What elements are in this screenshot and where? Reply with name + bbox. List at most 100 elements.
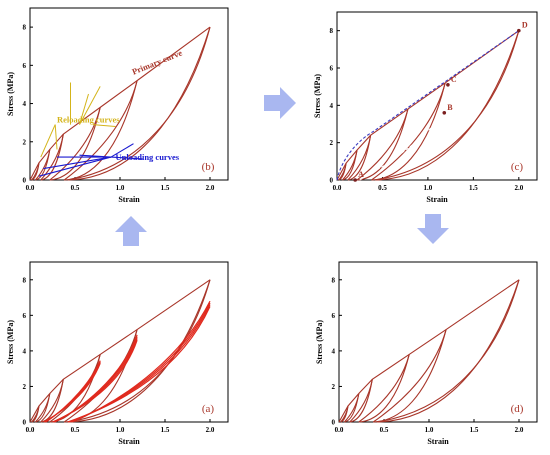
series-reloading-line [371, 82, 446, 181]
x-axis-label: Strain [118, 437, 140, 446]
series-reloading-line [358, 354, 410, 423]
unloading-arrow [79, 154, 112, 158]
series-reloading-line [34, 149, 51, 181]
x-tick-label: 0.0 [26, 426, 35, 434]
x-tick-label: 0.0 [333, 184, 342, 192]
annotation-primary-curve: Primary curve [131, 47, 184, 76]
y-axis-label: Stress (MPa) [6, 72, 15, 116]
series-unloading-line [358, 354, 410, 423]
y-tick-label: 6 [332, 312, 336, 320]
y-tick-label: 4 [330, 102, 334, 110]
y-tick-label: 6 [23, 312, 27, 320]
plot-frame [338, 261, 538, 423]
x-axis-label: Strain [426, 195, 448, 204]
panel-c: 0.0 0.5 1.0 1.5 2.0 0 2 4 6 8 Strain Stress (MPa) A B… [305, 0, 550, 210]
series-cycle-line [70, 302, 211, 423]
chart-a: 0.0 0.5 1.0 1.5 2.0 0 2 4 6 8 Strain Stress (MPa) (a… [6, 261, 229, 446]
y-tick-label: 8 [330, 27, 334, 35]
annotation-reloading-curves: Reloading curves [57, 115, 120, 125]
plot-frame [29, 7, 229, 181]
series-reloading-line [340, 405, 349, 423]
panel-label: (b) [202, 161, 215, 173]
x-tick-label: 1.5 [161, 184, 170, 192]
series-cycle-line [67, 306, 211, 423]
arrow-up-icon [115, 216, 147, 246]
reloading-arrow [54, 124, 58, 150]
y-tick-label: 2 [23, 383, 27, 391]
arrow-right-icon [264, 87, 296, 119]
chart-c: 0.0 0.5 1.0 1.5 2.0 0 2 4 6 8 Strain Stress (MPa) A B… [313, 11, 538, 204]
x-tick-label: 1.0 [116, 426, 125, 434]
y-tick-label: 4 [332, 347, 336, 355]
series-unloading-line [67, 279, 211, 423]
annotation-unloading-curves: Unloading curves [116, 152, 180, 162]
y-tick-label: 4 [23, 347, 27, 355]
y-tick-label: 0 [23, 177, 27, 185]
unloading-arrow [43, 156, 112, 170]
arrow-down-icon [417, 214, 449, 244]
series-reloading-line [347, 135, 372, 181]
x-tick-label: 0.5 [380, 426, 389, 434]
y-tick-label: 0 [330, 177, 334, 185]
series-reloading-line [31, 405, 40, 423]
series-primary-line [338, 279, 520, 423]
y-tick-label: 0 [23, 419, 27, 427]
y-tick-label: 8 [332, 276, 336, 284]
chart-b: 0.0 0.5 1.0 1.5 2.0 0 2 4 6 8 Strain Stress (MPa) Pr… [6, 7, 229, 204]
series-reloading-line [40, 134, 64, 181]
series-reloading-line [343, 393, 360, 423]
point-label: A [358, 170, 364, 179]
series-unloading-line [67, 279, 211, 423]
series-reloading-line [349, 379, 373, 423]
series-unloading-line [356, 108, 409, 181]
reloading-arrow [79, 93, 89, 125]
series-unloading-line [376, 279, 520, 423]
point-marker [446, 83, 450, 87]
x-tick-label: 0.0 [335, 426, 344, 434]
panel-label: (c) [511, 161, 524, 173]
point-label: B [447, 103, 453, 112]
y-tick-label: 2 [332, 383, 336, 391]
x-tick-label: 0.5 [71, 184, 80, 192]
y-tick-label: 0 [332, 419, 336, 427]
x-tick-label: 2.0 [206, 426, 215, 434]
series-unloading-line [49, 107, 101, 181]
reloading-arrow [40, 124, 56, 158]
series-unloading-line [375, 30, 520, 181]
x-axis-label: Strain [427, 437, 449, 446]
series-primary-line [336, 30, 520, 181]
reloading-arrow [92, 124, 116, 127]
series-cycle-line [71, 300, 211, 423]
plot-frame [336, 11, 538, 181]
series-unloading-line [375, 30, 520, 181]
panel-a: 0.0 0.5 1.0 1.5 2.0 0 2 4 6 8 Strain Stress (MPa) (a… [0, 250, 240, 450]
point-marker [442, 111, 447, 115]
series-reloading-line [338, 163, 347, 181]
curves: A B C D [336, 21, 528, 182]
point-label: C [451, 75, 457, 84]
series-cycle-line [54, 334, 138, 423]
y-tick-label: 8 [23, 24, 27, 32]
x-tick-label: 2.0 [514, 184, 523, 192]
y-tick-label: 8 [23, 276, 27, 284]
reloading-arrow [79, 86, 101, 125]
series-primary-line [29, 279, 211, 423]
x-tick-label: 1.0 [425, 426, 434, 434]
y-axis-label: Stress (MPa) [313, 74, 322, 118]
panel-b: 0.0 0.5 1.0 1.5 2.0 0 2 4 6 8 Strain Stress (MPa) Pr… [0, 0, 240, 210]
series-cycle-line [68, 304, 211, 423]
panel-label: (a) [202, 403, 215, 415]
x-tick-label: 0.5 [378, 184, 387, 192]
x-tick-label: 1.0 [116, 184, 125, 192]
x-axis-label: Strain [118, 195, 140, 204]
y-tick-label: 6 [330, 65, 334, 73]
series-reloading-line [40, 379, 64, 423]
point-label: D [522, 21, 528, 30]
series-dashed-reload [359, 112, 445, 181]
y-tick-label: 4 [23, 100, 27, 108]
series-reloading-line [34, 393, 51, 423]
plot-frame [29, 261, 229, 423]
unloading-arrow [38, 156, 112, 177]
curves [29, 279, 211, 423]
x-tick-label: 1.5 [470, 426, 479, 434]
